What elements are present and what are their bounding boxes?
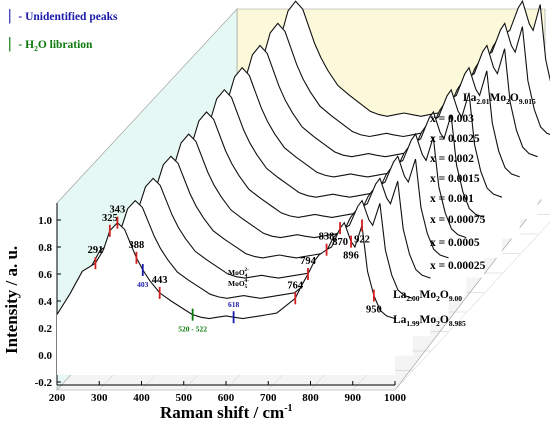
peak-label: 403: [137, 280, 149, 289]
x-ticks: 200 300 400 500 600 700 800 900 1000: [49, 381, 407, 404]
peak-label: 291: [88, 245, 104, 256]
x-tick-label: 700: [260, 392, 277, 404]
series-line: [234, 0, 550, 117]
x-tick-label: 400: [133, 392, 150, 404]
series-group: [56, 0, 550, 375]
x-tick-label: 800: [302, 392, 319, 404]
peak-label: 443: [152, 275, 168, 286]
series-line: [199, 44, 538, 158]
y-tick-label: 0.0: [38, 350, 52, 362]
series-label: La2.00Mo2O9.00: [393, 289, 462, 303]
peak-label: 618: [228, 300, 240, 309]
series-label: x = 0.003: [430, 113, 474, 125]
legend-item-unidentified: | - Unidentified peaks: [8, 7, 118, 24]
y-tick-label: 0.6: [38, 269, 52, 281]
x-tick-label: 200: [49, 392, 66, 404]
mooxide-label-1: MoO42-: [228, 267, 249, 279]
x-tick-label: 1000: [384, 392, 407, 404]
series-label: La2.01Mo2O9.015: [463, 92, 536, 106]
y-tick-label: 0.4: [38, 296, 52, 308]
series-line: [74, 199, 413, 299]
series-label: x = 0.0015: [430, 173, 480, 185]
legend-item-libration: | - H2O libration: [8, 35, 93, 53]
series-line: [216, 22, 550, 138]
series-label: x = 0.00025: [430, 260, 486, 272]
peak-label: 764: [287, 280, 304, 291]
peak-label: 343: [110, 205, 126, 216]
series-line: [145, 110, 485, 218]
x-axis-label: Raman shift / cm-1: [160, 403, 293, 422]
x-tick-label: 600: [218, 392, 235, 404]
peak-label: 388: [129, 240, 145, 251]
peak-label: 520 - 522: [178, 325, 207, 334]
series-line: [163, 88, 503, 198]
series-line: [92, 177, 431, 279]
grid-line: [394, 221, 550, 391]
series-label: x = 0.002: [430, 153, 474, 165]
peak-label: 922: [354, 234, 370, 245]
y-tick-label: 0.2: [38, 323, 52, 335]
y-axis-label: Intensity / a. u.: [2, 246, 21, 354]
y-tick-label: -0.2: [35, 377, 53, 389]
series-line: [110, 155, 449, 259]
peak-label: 950: [366, 305, 382, 316]
mooxide-label: MoO42- MoO54-: [228, 267, 249, 290]
series-label: La1.99Mo2O8.985: [393, 314, 466, 328]
legend: | - Unidentified peaks | - H2O libration: [8, 7, 118, 53]
peak-label: 870: [332, 237, 348, 248]
y-ticks: -0.2 0.0 0.2 0.4 0.6 0.8 1.0: [35, 215, 61, 389]
series-fill: [57, 222, 395, 375]
x-tick-label: 900: [345, 392, 362, 404]
peak-label: 794: [300, 256, 317, 267]
series-label: x = 0.0005: [430, 237, 480, 249]
mooxide-label-2: MoO54-: [228, 278, 249, 290]
x-tick-label: 500: [176, 392, 193, 404]
x-tick-label: 300: [91, 392, 108, 404]
peak-label: 325: [102, 213, 118, 224]
y-tick-label: 1.0: [38, 215, 52, 227]
series-label: x = 0.001: [430, 193, 474, 205]
series-label: x = 0.00075: [430, 214, 486, 226]
series-labels: La1.99Mo2O8.985 La2.00Mo2O9.00 x = 0.00025…: [393, 92, 536, 328]
series-label: x = 0.0025: [430, 133, 480, 145]
y-tick-label: 0.8: [38, 242, 52, 254]
peak-label: 838: [319, 232, 335, 243]
peak-label: 896: [343, 251, 359, 262]
series-line: [127, 132, 467, 239]
series-line: [181, 66, 520, 178]
